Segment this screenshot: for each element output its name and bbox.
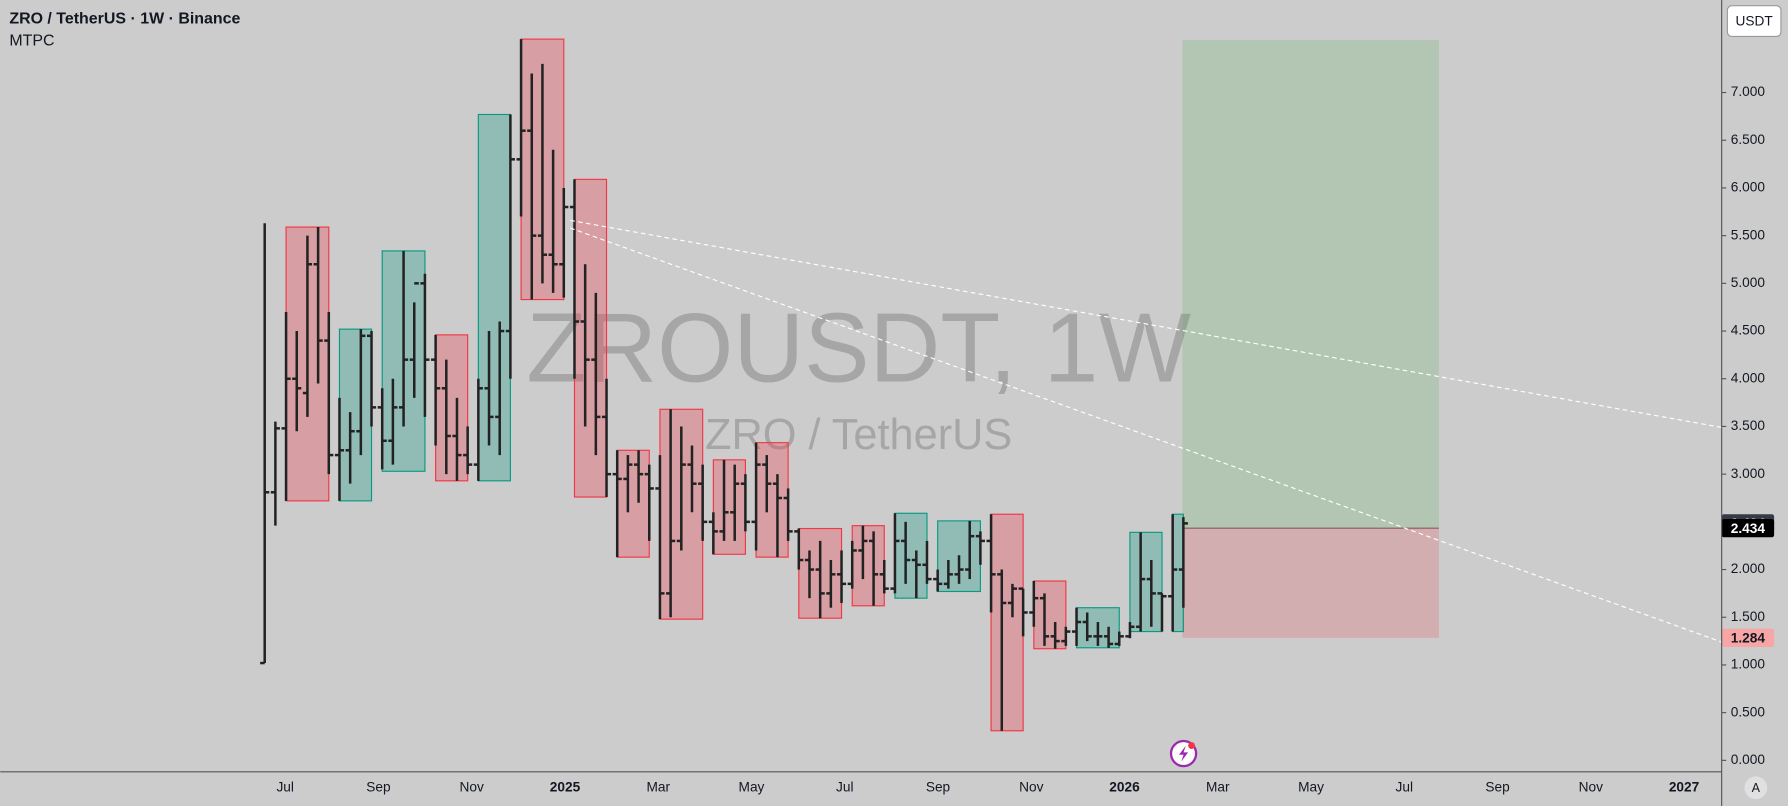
month-box — [990, 513, 1024, 732]
event-icon-dot — [1188, 742, 1195, 749]
month-box — [573, 178, 608, 498]
y-tick-label: 1.500 — [1731, 609, 1766, 624]
y-tick-label: 5.500 — [1731, 227, 1766, 242]
price-tag — [1721, 628, 1775, 647]
y-tick-label: 6.000 — [1731, 180, 1766, 195]
y-tick-label: 3.000 — [1731, 466, 1766, 481]
x-tick-label: Mar — [646, 779, 670, 794]
month-box — [616, 449, 650, 558]
x-tick-label: Jul — [276, 779, 293, 794]
month-box — [894, 512, 928, 599]
auto-scale-button[interactable] — [1744, 776, 1768, 800]
y-tick-label: 7.000 — [1731, 84, 1766, 99]
y-tick-label: 5.000 — [1731, 275, 1766, 290]
y-tick-label: 4.000 — [1731, 370, 1766, 385]
x-tick-label: Nov — [460, 779, 484, 794]
month-box — [1033, 580, 1067, 650]
x-tick-label: Sep — [1485, 779, 1510, 794]
y-tick-label: 3.500 — [1731, 418, 1766, 433]
y-tick-label: 6.500 — [1731, 132, 1766, 147]
month-box — [477, 113, 511, 482]
chart-title: ZRO / TetherUS · 1W · Binance — [9, 11, 240, 28]
y-tick-label: 1.000 — [1731, 657, 1766, 672]
x-tick-label: Jul — [836, 779, 853, 794]
y-tick-label: 0.500 — [1731, 704, 1766, 719]
x-tick-label: 2025 — [550, 779, 581, 794]
x-tick-label: Sep — [366, 779, 391, 794]
x-tick-label: 2026 — [1109, 779, 1140, 794]
loss-zone — [1182, 528, 1439, 638]
price-tag-label: 2.434 — [1731, 521, 1766, 536]
currency-label[interactable]: USDT — [1736, 13, 1774, 28]
price-tag-label: 1.284 — [1731, 631, 1766, 646]
y-tick-label: 4.500 — [1731, 323, 1766, 338]
month-box — [851, 525, 885, 607]
month-box — [755, 442, 789, 558]
month-box — [435, 334, 469, 482]
x-tick-label: Sep — [926, 779, 951, 794]
trendline — [570, 227, 1722, 643]
event-icon-bolt — [1179, 745, 1189, 762]
x-tick-label: May — [1298, 779, 1324, 794]
x-tick-label: Nov — [1019, 779, 1043, 794]
x-tick-label: May — [739, 779, 765, 794]
x-tick-label: Mar — [1206, 779, 1230, 794]
watermark-subtitle: ZRO / TetherUS — [705, 411, 1012, 459]
y-tick-label: 0.000 — [1731, 752, 1766, 767]
x-tick-label: Jul — [1396, 779, 1413, 794]
month-box — [712, 459, 746, 555]
month-box — [1172, 513, 1184, 633]
month-box — [1129, 531, 1163, 633]
currency-button[interactable]: USDT — [1726, 5, 1782, 38]
price-tag — [1721, 519, 1775, 538]
x-tick-label: 2027 — [1669, 779, 1699, 794]
trendline — [570, 219, 1722, 428]
watermark: ZROUSDT, 1W — [526, 293, 1191, 403]
currency-button-bg[interactable] — [1726, 5, 1782, 38]
indicator-name: MTPC — [9, 32, 54, 49]
x-tick-label: Nov — [1579, 779, 1603, 794]
profit-zone — [1182, 40, 1439, 529]
y-tick-label: 2.000 — [1731, 561, 1766, 576]
auto-scale-label[interactable]: A — [1752, 781, 1761, 795]
month-box — [338, 328, 373, 502]
